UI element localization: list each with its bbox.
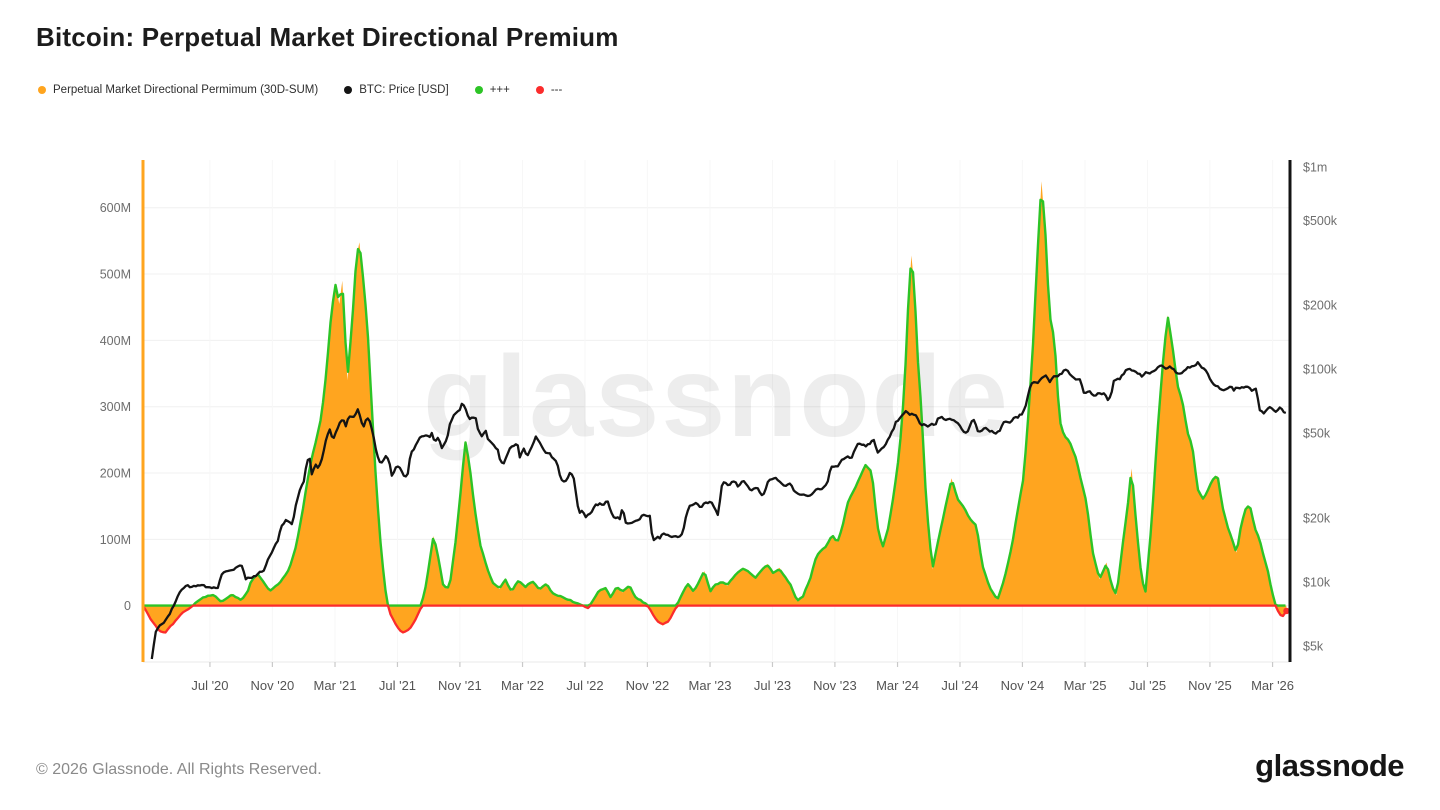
right-axis-tick-label: $20k xyxy=(1303,511,1331,525)
x-axis-tick-label: Jul '23 xyxy=(754,678,791,693)
left-axis-tick-label: 600M xyxy=(100,201,131,215)
legend-item-negative[interactable]: --- xyxy=(535,84,563,96)
x-axis-tick-label: Mar '24 xyxy=(876,678,919,693)
legend-item-label: +++ xyxy=(489,84,510,96)
x-axis-tick-label: Mar '25 xyxy=(1064,678,1107,693)
left-axis-tick-label: 400M xyxy=(100,334,131,348)
btc-price-line xyxy=(150,361,1287,660)
x-axis-tick-label: Nov '24 xyxy=(1001,678,1045,693)
right-axis-tick-label: $100k xyxy=(1303,363,1338,377)
premium-swatch-icon xyxy=(38,86,46,94)
x-axis-tick-label: Nov '21 xyxy=(438,678,482,693)
x-axis-tick-label: Nov '23 xyxy=(813,678,857,693)
x-axis-tick-label: Jul '24 xyxy=(941,678,978,693)
left-axis-tick-label: 300M xyxy=(100,400,131,414)
page-title: Bitcoin: Perpetual Market Directional Pr… xyxy=(36,22,619,52)
x-axis-tick-label: Mar '22 xyxy=(501,678,544,693)
legend-item-label: --- xyxy=(550,84,563,96)
premium-negative-line xyxy=(142,604,1287,634)
legend-item-label: BTC: Price [USD] xyxy=(359,84,449,96)
x-axis-tick-label: Nov '25 xyxy=(1188,678,1232,693)
x-axis-tick-label: Mar '26 xyxy=(1251,678,1294,693)
left-axis-tick-label: 200M xyxy=(100,467,131,481)
glassnode-logo: glassnode xyxy=(1255,748,1404,783)
right-axis-tick-label: $1m xyxy=(1303,161,1327,175)
btc-price-swatch-icon xyxy=(344,86,353,94)
legend: Perpetual Market Directional Permimum (3… xyxy=(38,84,562,96)
x-axis-tick-label: Mar '21 xyxy=(314,678,357,693)
positive-swatch-icon xyxy=(474,86,483,94)
left-axis-tick-label: 0 xyxy=(124,599,131,613)
legend-item-btc-price[interactable]: BTC: Price [USD] xyxy=(344,84,449,96)
x-axis-tick-label: Jul '21 xyxy=(379,678,416,693)
legend-item-premium[interactable]: Perpetual Market Directional Permimum (3… xyxy=(38,84,318,96)
copyright-text: © 2026 Glassnode. All Rights Reserved. xyxy=(36,761,322,778)
right-axis-tick-label: $5k xyxy=(1303,639,1324,653)
left-axis-tick-label: 100M xyxy=(100,533,131,547)
series-end-marker xyxy=(1283,607,1290,615)
legend-item-positive[interactable]: +++ xyxy=(474,84,510,96)
x-axis-tick-label: Nov '20 xyxy=(251,678,295,693)
right-axis-tick-label: $200k xyxy=(1303,298,1338,312)
legend-item-label: Perpetual Market Directional Permimum (3… xyxy=(53,84,319,96)
x-axis-tick-label: Jul '22 xyxy=(566,678,603,693)
x-axis-tick-label: Jul '20 xyxy=(191,678,228,693)
x-axis-tick-label: Mar '23 xyxy=(689,678,732,693)
premium-positive-line xyxy=(143,198,1286,607)
left-axis-tick-label: 500M xyxy=(100,268,131,282)
x-axis-tick-label: Nov '22 xyxy=(626,678,670,693)
right-axis-tick-label: $500k xyxy=(1303,214,1338,228)
right-axis-tick-label: $10k xyxy=(1303,575,1331,589)
x-axis-tick-label: Jul '25 xyxy=(1129,678,1166,693)
right-axis-tick-label: $50k xyxy=(1303,427,1331,441)
negative-swatch-icon xyxy=(535,86,544,94)
